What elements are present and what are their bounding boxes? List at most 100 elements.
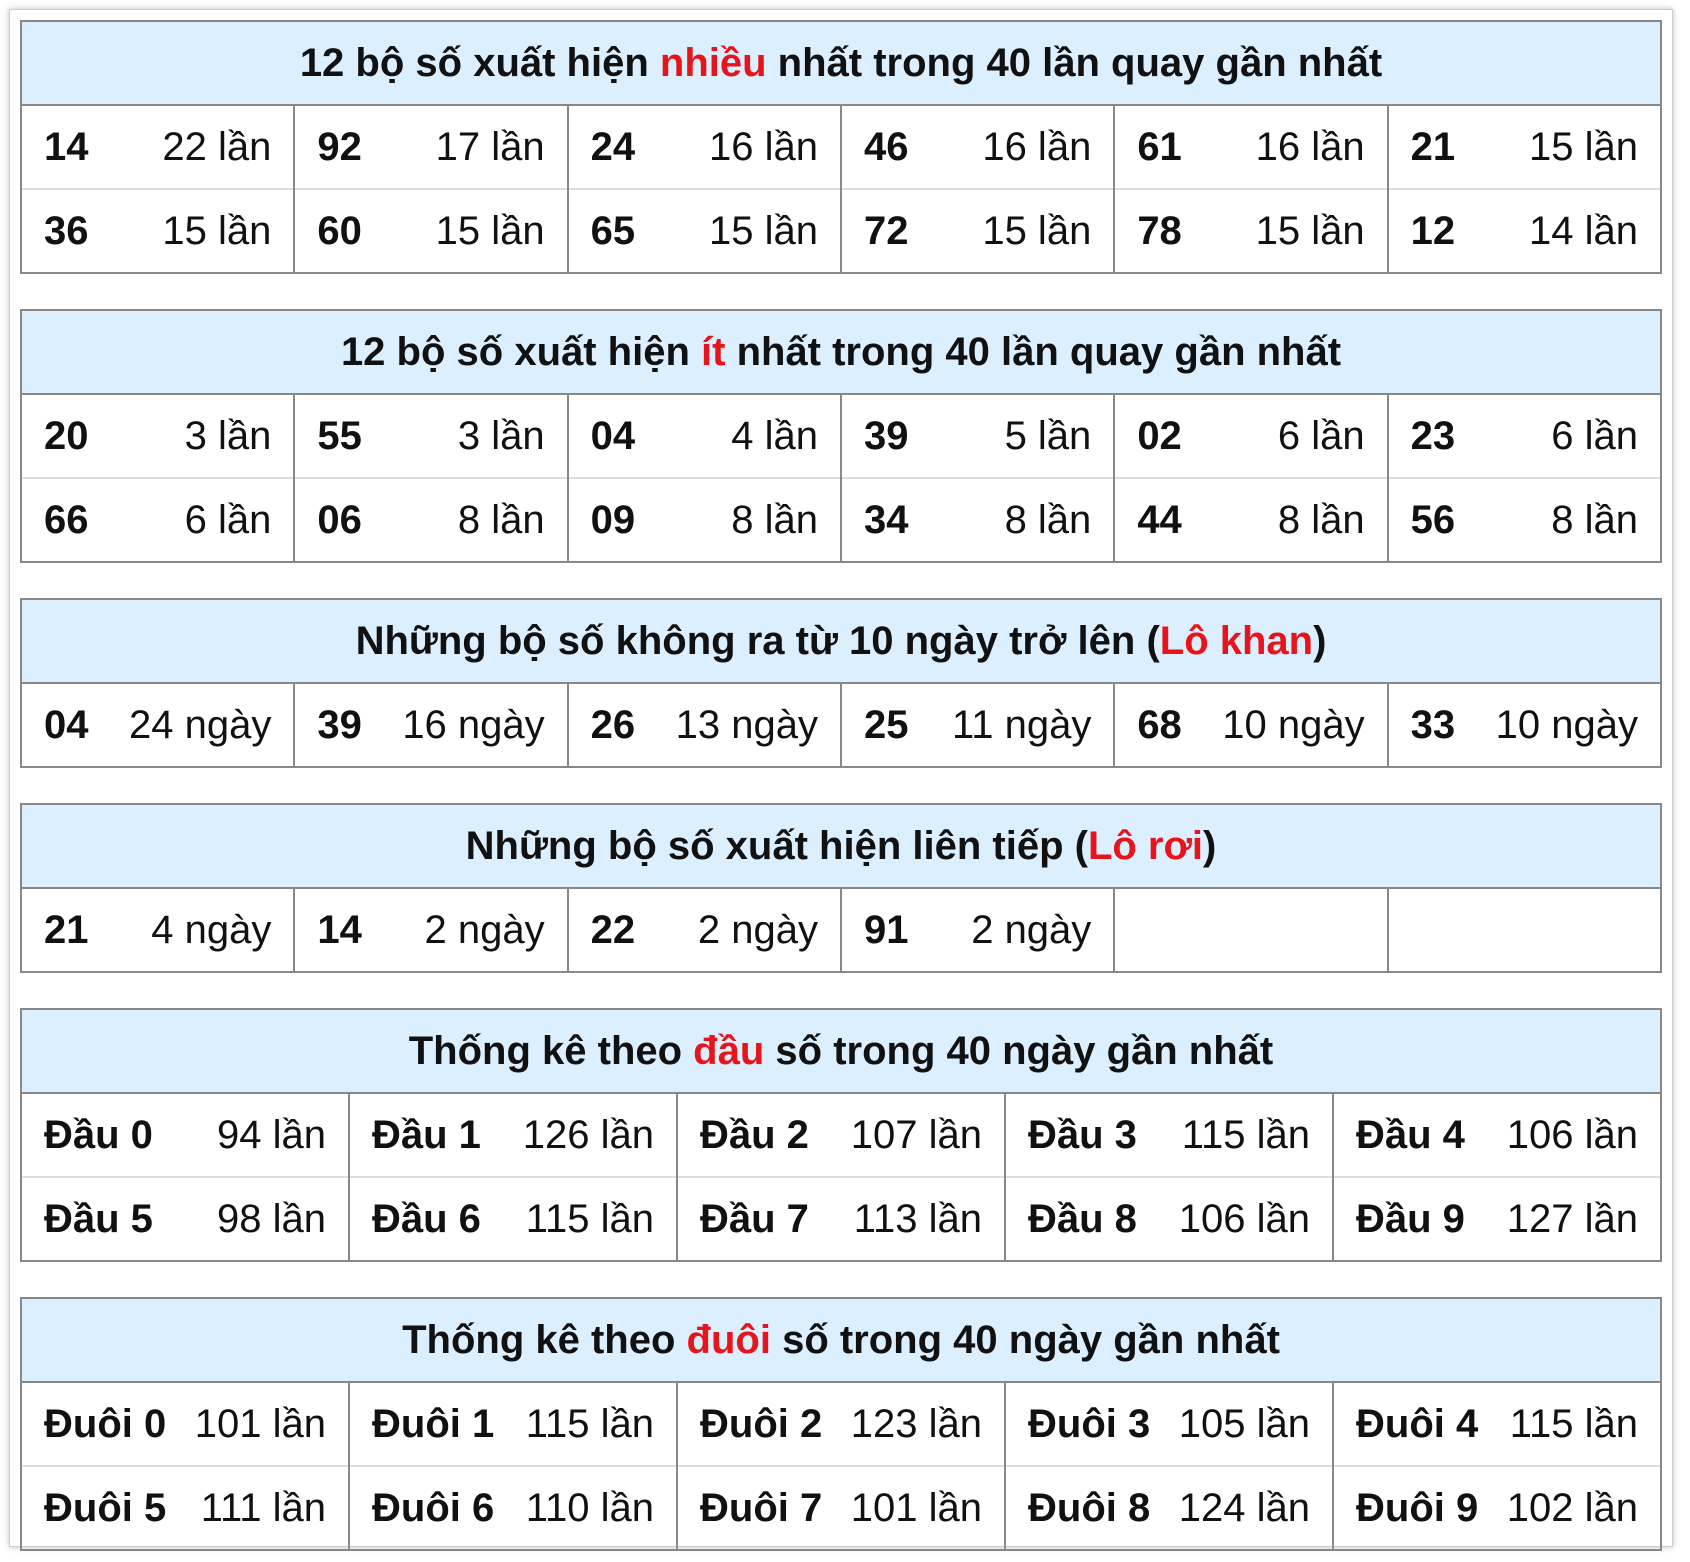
number: 36 bbox=[44, 208, 89, 253]
count: 8 lần bbox=[1277, 497, 1365, 542]
count: 16 lần bbox=[1255, 124, 1365, 169]
cell-content: Đuôi 9 102 lần bbox=[1348, 1486, 1646, 1531]
stat-cell: 60 15 lần bbox=[293, 188, 569, 273]
stat-cell: 65 15 lần bbox=[566, 188, 842, 273]
title-text: Những bộ số xuất hiện liên tiếp ( bbox=[465, 823, 1088, 868]
cell-content: 25 11 ngày bbox=[856, 703, 1099, 748]
count: 10 ngày bbox=[1495, 702, 1638, 747]
stat-table: Thống kê theo đầu số trong 40 ngày gần n… bbox=[20, 1008, 1662, 1262]
number: Đầu 0 bbox=[44, 1112, 153, 1157]
number: Đầu 3 bbox=[1028, 1112, 1137, 1157]
stat-cell: 04 24 ngày bbox=[19, 683, 296, 767]
stat-cell: Đầu 8 106 lần bbox=[1004, 1176, 1334, 1261]
cell-content: Đuôi 1 115 lần bbox=[364, 1402, 662, 1447]
title-text: Những bộ số không ra từ 10 ngày trở lên … bbox=[355, 618, 1160, 663]
stat-cell: 26 13 ngày bbox=[566, 683, 842, 767]
number: 55 bbox=[317, 413, 362, 458]
number: Đuôi 4 bbox=[1356, 1401, 1479, 1446]
stat-cell: 04 4 lần bbox=[566, 394, 842, 478]
stat-cell: Đuôi 0 101 lần bbox=[20, 1382, 350, 1466]
cell-content: Đầu 5 98 lần bbox=[36, 1197, 334, 1242]
stat-cell: 20 3 lần bbox=[19, 394, 296, 478]
stat-table: Những bộ số không ra từ 10 ngày trở lên … bbox=[19, 598, 1663, 768]
count: 15 lần bbox=[1529, 124, 1638, 169]
number: Đuôi 7 bbox=[700, 1485, 823, 1530]
cell-content: 34 8 lần bbox=[856, 498, 1099, 543]
stat-table: Thống kê theo đuôi số trong 40 ngày gần … bbox=[20, 1297, 1662, 1551]
cell-content: Đuôi 2 123 lần bbox=[692, 1402, 990, 1447]
count: 107 lần bbox=[850, 1112, 982, 1157]
stat-cell: 02 6 lần bbox=[1113, 394, 1389, 478]
stat-cell: Đuôi 4 115 lần bbox=[1332, 1382, 1662, 1466]
stat-cell: 39 16 ngày bbox=[293, 683, 569, 767]
data-row: 66 6 lần 06 8 lần 09 8 lần 34 8 lần 44 8 lần 56 8 l… bbox=[19, 477, 1663, 562]
number: 65 bbox=[590, 208, 636, 253]
count: 111 lần bbox=[200, 1485, 326, 1530]
cell-content: 55 3 lần bbox=[309, 414, 552, 459]
cell-content: Đuôi 5 111 lần bbox=[36, 1486, 334, 1531]
data-row: 21 4 ngày 14 2 ngày 22 2 ngày 91 2 ngày bbox=[19, 888, 1663, 972]
cell-content: 14 22 lần bbox=[36, 125, 279, 170]
count: 8 lần bbox=[457, 497, 545, 542]
stat-cell: Đầu 5 98 lần bbox=[20, 1176, 350, 1261]
number: 21 bbox=[1410, 124, 1456, 169]
cell-content: Đầu 4 106 lần bbox=[1348, 1113, 1646, 1158]
stat-cell: 34 8 lần bbox=[839, 477, 1116, 562]
count: 115 lần bbox=[1181, 1112, 1310, 1157]
count: 8 lần bbox=[1551, 497, 1638, 542]
count: 101 lần bbox=[850, 1485, 982, 1530]
number: 68 bbox=[1137, 702, 1182, 747]
count: 6 lần bbox=[184, 497, 272, 542]
title-text: nhất trong 40 lần quay gần nhất bbox=[725, 329, 1342, 374]
number: 61 bbox=[1137, 124, 1182, 169]
stat-cell: 21 4 ngày bbox=[19, 888, 296, 972]
stat-cell: 25 11 ngày bbox=[839, 683, 1116, 767]
stat-cell: Đuôi 3 105 lần bbox=[1004, 1382, 1334, 1466]
number: 39 bbox=[317, 702, 362, 747]
title-text: ) bbox=[1313, 618, 1327, 663]
data-row: 04 24 ngày 39 16 ngày 26 13 ngày 25 11 ngày 68 10… bbox=[19, 683, 1663, 767]
count: 2 ngày bbox=[424, 907, 545, 952]
number: 14 bbox=[44, 124, 89, 169]
cell-content: Đầu 1 126 lần bbox=[364, 1113, 662, 1158]
title-highlight: đuôi bbox=[686, 1317, 771, 1362]
title-highlight: Lô khan bbox=[1159, 618, 1314, 663]
stat-cell: 46 16 lần bbox=[839, 105, 1116, 189]
count: 15 lần bbox=[1255, 208, 1365, 253]
cell-content: Đầu 8 106 lần bbox=[1020, 1197, 1318, 1242]
number: 72 bbox=[863, 208, 909, 253]
count: 15 lần bbox=[162, 208, 272, 253]
title-highlight: đầu bbox=[693, 1028, 765, 1073]
stat-cell: 24 16 lần bbox=[566, 105, 842, 189]
cell-content: Đuôi 4 115 lần bbox=[1348, 1402, 1646, 1447]
count: 10 ngày bbox=[1222, 702, 1365, 747]
stat-cell: Đuôi 5 111 lần bbox=[20, 1465, 350, 1550]
number: 34 bbox=[863, 497, 909, 542]
number: Đuôi 3 bbox=[1028, 1401, 1151, 1446]
number: 04 bbox=[590, 413, 636, 458]
stat-cell: 14 22 lần bbox=[19, 105, 296, 189]
count: 105 lần bbox=[1178, 1401, 1310, 1446]
count: 6 lần bbox=[1551, 413, 1638, 458]
count: 15 lần bbox=[435, 208, 545, 253]
number: Đầu 6 bbox=[372, 1196, 481, 1241]
cell-content: 46 16 lần bbox=[856, 125, 1099, 170]
count: 106 lần bbox=[1506, 1112, 1638, 1157]
number: 39 bbox=[863, 413, 909, 458]
number: 91 bbox=[863, 907, 909, 952]
count: 101 lần bbox=[194, 1401, 326, 1446]
stat-cell: Đuôi 8 124 lần bbox=[1004, 1465, 1334, 1550]
count: 13 ngày bbox=[675, 702, 818, 747]
number: 56 bbox=[1410, 497, 1456, 542]
count: 8 lần bbox=[1004, 497, 1092, 542]
cell-content: 33 10 ngày bbox=[1403, 703, 1646, 748]
stat-cell: Đầu 1 126 lần bbox=[348, 1093, 678, 1177]
cell-content: 20 3 lần bbox=[36, 414, 279, 459]
stat-cell: 21 15 lần bbox=[1386, 105, 1663, 189]
section-title: Những bộ số xuất hiện liên tiếp (Lô rơi) bbox=[20, 803, 1662, 889]
stat-cell: 06 8 lần bbox=[293, 477, 569, 562]
count: 24 ngày bbox=[128, 702, 272, 747]
cell-content: 61 16 lần bbox=[1129, 125, 1372, 170]
number: Đầu 5 bbox=[44, 1196, 153, 1241]
cell-content: 04 4 lần bbox=[583, 414, 826, 459]
